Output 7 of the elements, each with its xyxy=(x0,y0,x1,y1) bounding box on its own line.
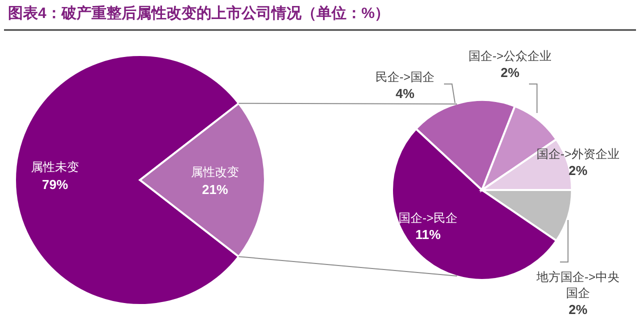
data-label: 2% xyxy=(568,302,588,317)
slice-label: 国企->公众企业 xyxy=(468,49,552,63)
data-label: 2% xyxy=(500,65,520,80)
slice-label: 地方国企->中央国企 xyxy=(535,270,620,300)
slice-label: 民企->国企 xyxy=(375,70,435,84)
chart-title: 图表4：破产重整后属性改变的上市公司情况（单位：%） xyxy=(8,4,390,22)
data-label: 4% xyxy=(396,86,415,101)
